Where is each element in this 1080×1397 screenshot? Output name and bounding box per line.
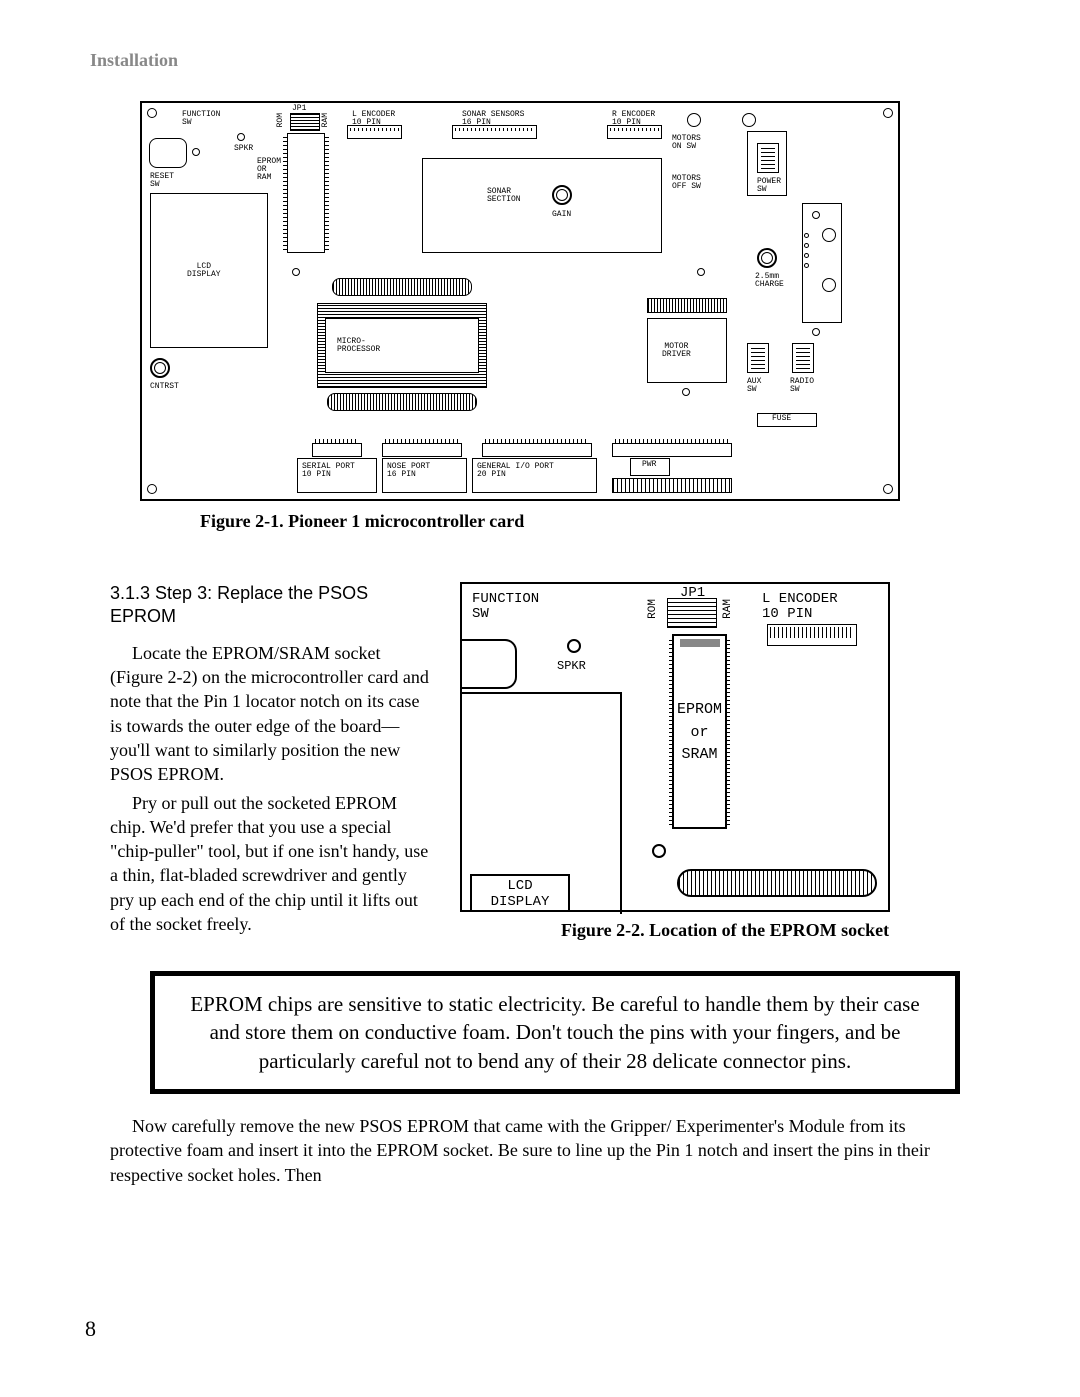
page-header: Installation	[90, 50, 990, 71]
bottom-para-text: Now carefully remove the new PSOS EPROM …	[110, 1114, 950, 1187]
two-column-section: 3.1.3 Step 3: Replace the PSOS EPROM Loc…	[110, 582, 990, 941]
label-ram: RAM	[322, 113, 330, 127]
label-gain: GAIN	[552, 211, 571, 219]
right-column: FUNCTION SW JP1 ROM RAM L ENCODER 10 PIN…	[460, 582, 990, 941]
f2-spkr: SPKR	[557, 660, 586, 673]
label-pwr: PWR	[642, 461, 656, 469]
label-motors-on-sw: MOTORS ON SW	[672, 135, 701, 151]
section-heading: 3.1.3 Step 3: Replace the PSOS EPROM	[110, 582, 430, 629]
bottom-paragraph: Now carefully remove the new PSOS EPROM …	[110, 1114, 950, 1187]
callout-warning: EPROM chips are sensitive to static elec…	[150, 971, 960, 1094]
label-nose-port: NOSE PORT 16 PIN	[387, 463, 430, 479]
label-spkr: SPKR	[234, 145, 253, 153]
f2-ram: RAM	[722, 599, 734, 619]
figure-1-pcb: FUNCTION SW ROM JP1 RAM L ENCODER 10 PIN…	[140, 101, 900, 501]
figure-2-caption: Figure 2-2. Location of the EPROM socket	[460, 920, 990, 941]
left-column: 3.1.3 Step 3: Replace the PSOS EPROM Loc…	[110, 582, 430, 941]
label-rom: ROM	[277, 113, 285, 127]
label-serial-port: SERIAL PORT 10 PIN	[302, 463, 355, 479]
label-aux-sw: AUX SW	[747, 378, 761, 394]
label-charge: 2.5mm CHARGE	[755, 273, 784, 289]
label-motors-off-sw: MOTORS OFF SW	[672, 175, 701, 191]
f2-function-sw: FUNCTION SW	[472, 592, 539, 623]
label-lcd-display: LCD DISPLAY	[187, 263, 221, 279]
label-radio-sw: RADIO SW	[790, 378, 814, 394]
label-jp1: JP1	[292, 105, 306, 113]
label-general-io: GENERAL I/O PORT 20 PIN	[477, 463, 554, 479]
label-microprocessor: MICRO- PROCESSOR	[337, 338, 380, 354]
para-1: Locate the EPROM/SRAM socket (Figure 2-2…	[110, 641, 430, 787]
label-cntrst: CNTRST	[150, 383, 179, 391]
label-eprom-or-ram: EPROM OR RAM	[257, 158, 281, 182]
label-function-sw: FUNCTION SW	[182, 111, 220, 127]
figure-2-pcb: FUNCTION SW JP1 ROM RAM L ENCODER 10 PIN…	[460, 582, 890, 912]
f2-lcd-display: LCD DISPLAY	[470, 874, 570, 912]
para-2: Pry or pull out the socketed EPROM chip.…	[110, 791, 430, 937]
label-motor-driver: MOTOR DRIVER	[662, 343, 691, 359]
label-sonar-section: SONAR SECTION	[487, 188, 521, 204]
f2-eprom-sram: EPROM or SRAM	[677, 699, 722, 767]
figure-1-container: FUNCTION SW ROM JP1 RAM L ENCODER 10 PIN…	[140, 101, 990, 532]
label-fuse: FUSE	[772, 415, 791, 423]
label-reset-sw: RESET SW	[150, 173, 174, 189]
f2-l-encoder: L ENCODER 10 PIN	[762, 592, 838, 623]
f2-rom: ROM	[647, 599, 659, 619]
page-number: 8	[85, 1316, 96, 1342]
figure-1-caption: Figure 2-1. Pioneer 1 microcontroller ca…	[200, 511, 990, 532]
